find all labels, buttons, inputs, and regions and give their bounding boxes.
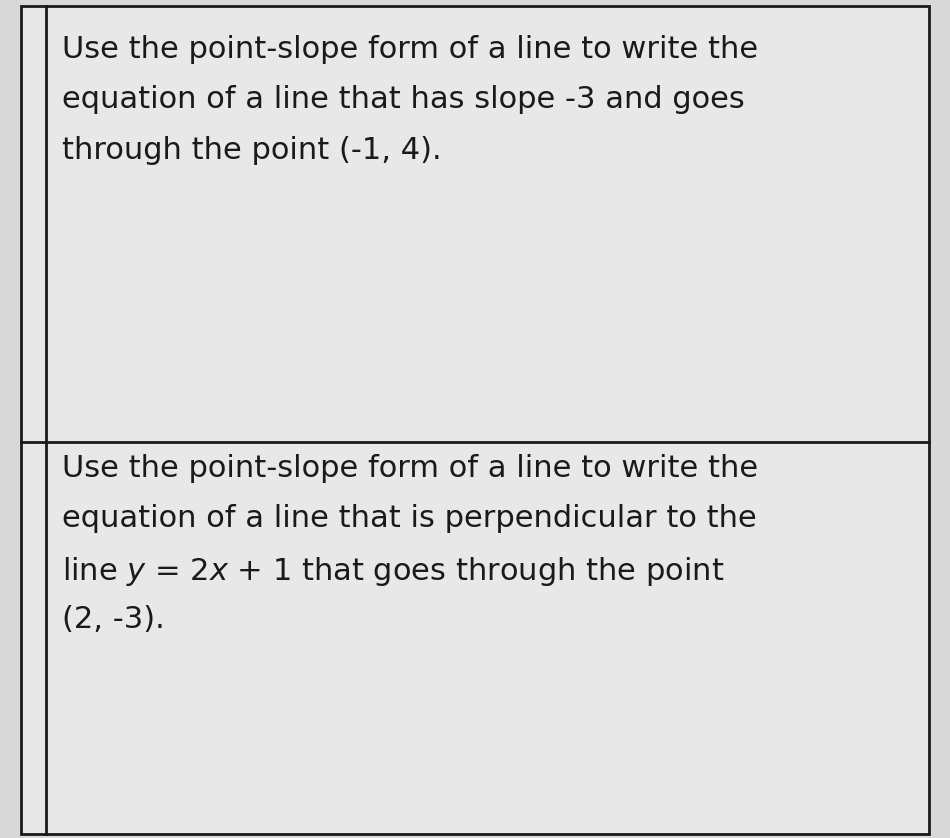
Text: equation of a line that is perpendicular to the: equation of a line that is perpendicular… — [62, 504, 756, 534]
Text: (2, -3).: (2, -3). — [62, 605, 164, 634]
Text: Use the point-slope form of a line to write the: Use the point-slope form of a line to wr… — [62, 35, 758, 65]
Text: equation of a line that has slope -3 and goes: equation of a line that has slope -3 and… — [62, 85, 745, 115]
Text: Use the point-slope form of a line to write the: Use the point-slope form of a line to wr… — [62, 454, 758, 484]
Text: line $y$ = 2$x$ + 1 that goes through the point: line $y$ = 2$x$ + 1 that goes through th… — [62, 555, 724, 587]
Text: through the point (-1, 4).: through the point (-1, 4). — [62, 136, 442, 165]
